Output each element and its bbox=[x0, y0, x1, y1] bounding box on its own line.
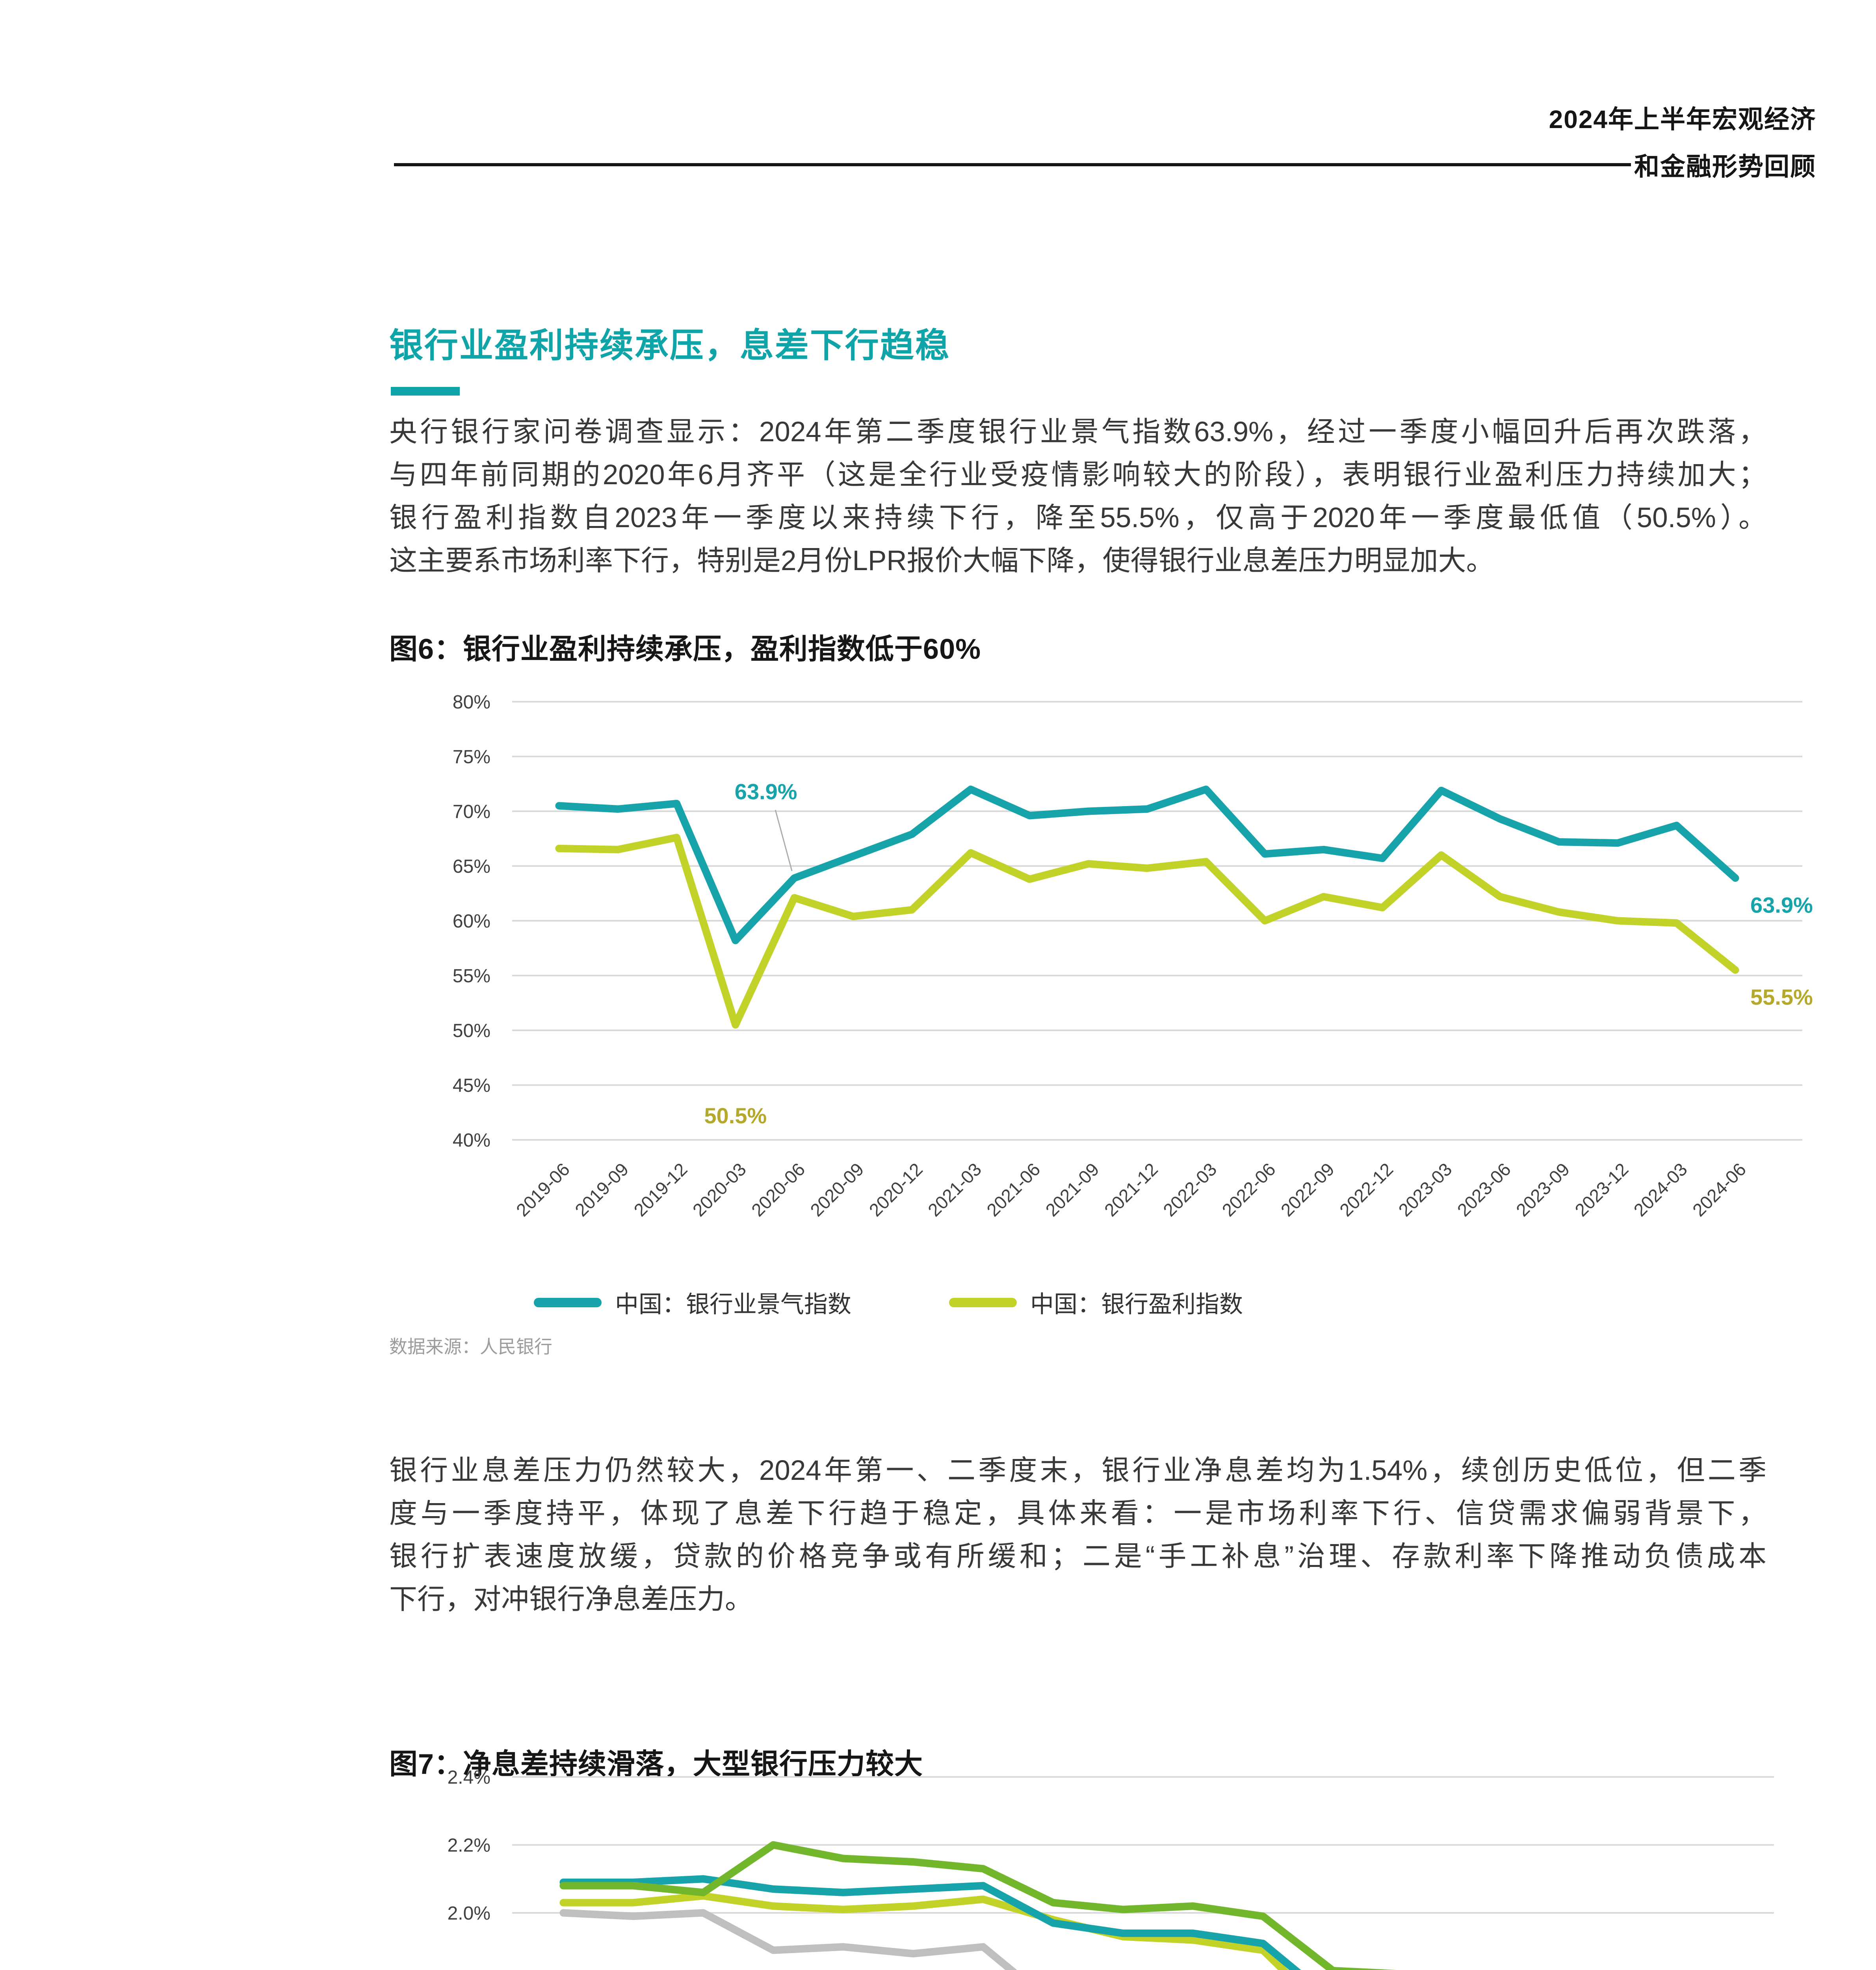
data-point-label: 63.9% bbox=[735, 779, 797, 804]
paragraph-1-line: 这主要系市场利率下行，特别是2月份LPR报价大幅下降，使得银行业息差压力明显加大… bbox=[389, 545, 1494, 576]
y-axis-tick-label: 50% bbox=[453, 1020, 490, 1041]
paragraph-2: 银行业息差压力仍然较大，2024年第一、二季度末，银行业净息差均为1.54%，续… bbox=[389, 1449, 1766, 1621]
paragraph-1-line: 央行银行家问卷调查显示：2024年第二季度银行业景气指数63.9%，经过一季度小… bbox=[389, 416, 1766, 448]
header-rule bbox=[394, 163, 1631, 166]
figure7-title: 图7：净息差持续滑落，大型银行压力较大 bbox=[389, 1749, 923, 1780]
x-axis-tick-label: 2022-12 bbox=[1335, 1159, 1397, 1220]
x-axis-tick-label: 2021-12 bbox=[1100, 1159, 1162, 1220]
series-line bbox=[555, 785, 1739, 944]
x-axis-tick-label: 2021-06 bbox=[983, 1159, 1044, 1220]
legend-label: 中国：银行盈利指数 bbox=[1030, 1291, 1243, 1318]
paragraph-1-line: 与四年前同期的2020年6月齐平（这是全行业受疫情影响较大的阶段），表明银行业盈… bbox=[389, 459, 1766, 491]
legend-label: 中国：银行业景气指数 bbox=[615, 1291, 851, 1318]
legend-item-boom-index: 中国：银行业景气指数 bbox=[534, 1285, 851, 1320]
y-axis-tick-label: 2.2% bbox=[448, 1835, 490, 1856]
x-axis-tick-label: 2019-06 bbox=[512, 1159, 574, 1220]
x-axis-tick-label: 2022-06 bbox=[1218, 1159, 1280, 1220]
paragraph-1-line: 银行盈利指数自2023年一季度以来持续下行，降至55.5%，仅高于2020年一季… bbox=[389, 502, 1766, 533]
y-axis-tick-label: 75% bbox=[453, 747, 490, 768]
series-line bbox=[559, 1875, 1301, 1970]
data-point-label: 50.5% bbox=[704, 1103, 767, 1128]
y-axis-tick-label: 45% bbox=[453, 1075, 490, 1096]
legend-swatch-chartreuse bbox=[949, 1297, 1017, 1307]
series-line bbox=[559, 1909, 1017, 1970]
figure6-title: 图6：银行业盈利持续承压，盈利指数低于60% bbox=[389, 634, 981, 665]
y-axis-tick-label: 40% bbox=[453, 1130, 490, 1151]
x-axis-tick-label: 2023-03 bbox=[1394, 1159, 1456, 1220]
data-point-label: 55.5% bbox=[1750, 985, 1813, 1009]
x-axis-tick-label: 2020-09 bbox=[806, 1159, 867, 1220]
x-axis-tick-label: 2020-06 bbox=[747, 1159, 809, 1220]
x-axis-tick-label: 2023-12 bbox=[1571, 1159, 1632, 1220]
y-axis-tick-label: 70% bbox=[453, 801, 490, 822]
x-axis-tick-label: 2020-03 bbox=[689, 1159, 750, 1220]
x-axis-tick-label: 2022-03 bbox=[1159, 1159, 1220, 1220]
y-axis-tick-label: 80% bbox=[453, 692, 490, 713]
x-axis-tick-label: 2021-09 bbox=[1042, 1159, 1103, 1220]
series-line bbox=[555, 834, 1739, 1029]
series-line bbox=[559, 1841, 1397, 1970]
paragraph-1: 央行银行家问卷调查显示：2024年第二季度银行业景气指数63.9%，经过一季度小… bbox=[389, 411, 1766, 582]
paragraph-2-line: 度与一季度持平，体现了息差下行趋于稳定，具体来看：一是市场利率下行、信贷需求偏弱… bbox=[389, 1498, 1766, 1529]
legend-item-profit-index: 中国：银行盈利指数 bbox=[949, 1285, 1243, 1320]
page-header-line2: 和金融形势回顾 bbox=[1634, 152, 1816, 181]
figure6-line-chart: 80% 75% 70% 65% 60% 55% 50% 45% 40% 2019-062019-0… bbox=[453, 692, 1813, 1220]
legend-swatch-teal bbox=[534, 1297, 602, 1307]
paragraph-2-line: 下行，对冲银行净息差压力。 bbox=[389, 1584, 753, 1615]
y-axis-tick-label: 60% bbox=[453, 911, 490, 932]
y-axis-tick-label: 65% bbox=[453, 856, 490, 877]
x-axis-tick-label: 2024-03 bbox=[1630, 1159, 1691, 1220]
x-axis-tick-label: 2021-03 bbox=[924, 1159, 985, 1220]
figure6-source: 数据来源：人民银行 bbox=[389, 1336, 552, 1357]
x-axis-tick-label: 2022-09 bbox=[1277, 1159, 1338, 1220]
page-header-line1: 2024年上半年宏观经济 bbox=[1549, 105, 1816, 134]
annotation-leader-line bbox=[775, 810, 793, 871]
x-axis-tick-label: 2019-09 bbox=[571, 1159, 632, 1220]
figure7-line-chart: 2.4%2.2%2.0%1.8%1.6%1.4%1.2%2020-062020-… bbox=[448, 1767, 1774, 1970]
section-title: 银行业盈利持续承压，息差下行趋稳 bbox=[389, 327, 950, 364]
x-axis-tick-label: 2020-12 bbox=[865, 1159, 927, 1220]
x-axis-tick-label: 2024-06 bbox=[1688, 1159, 1750, 1220]
data-point-label: 63.9% bbox=[1750, 893, 1813, 918]
y-axis-tick-label: 2.4% bbox=[448, 1767, 490, 1788]
section-title-dash bbox=[391, 387, 460, 396]
paragraph-2-line: 银行扩表速度放缓，贷款的价格竞争或有所缓和；二是“手工补息”治理、存款利率下降推… bbox=[389, 1541, 1766, 1572]
x-axis-tick-label: 2023-09 bbox=[1512, 1159, 1573, 1220]
y-axis-tick-label: 55% bbox=[453, 966, 490, 987]
x-axis-tick-label: 2023-06 bbox=[1453, 1159, 1515, 1220]
x-axis-tick-label: 2019-12 bbox=[630, 1159, 691, 1220]
paragraph-2-line: 银行业息差压力仍然较大，2024年第一、二季度末，银行业净息差均为1.54%，续… bbox=[389, 1455, 1766, 1486]
y-axis-tick-label: 2.0% bbox=[448, 1903, 490, 1924]
